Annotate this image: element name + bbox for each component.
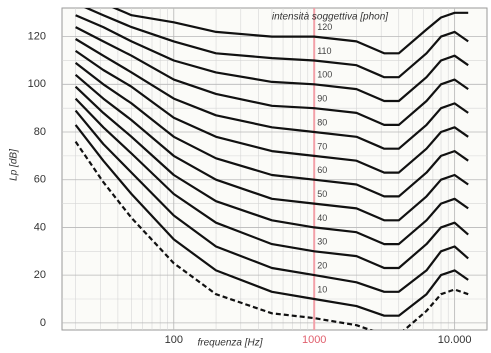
loudness-curve [74,62,469,198]
loudness-curve [74,124,469,317]
x-tick-label: 100 [165,334,183,346]
curve-label: 120 [317,22,332,32]
x-tick-label: 10.000 [438,334,472,346]
y-axis-label: Lp [dB] [9,149,20,181]
labels: 0 20 40 60 80 100 120 100 1000 10.000 10 20 30 40 50 60… [28,22,472,346]
curve-label: 10 [317,284,327,294]
curves [74,8,469,330]
curve-label: 20 [317,261,327,271]
curve-label: 110 [317,46,331,56]
y-tick-label: 100 [28,78,46,90]
y-tick-label: 40 [34,221,46,233]
loudness-curve [74,97,469,270]
curve-label: 80 [317,117,327,127]
curve-label: 50 [317,189,327,199]
grid [62,8,487,330]
loudness-curve [75,14,469,103]
y-tick-label: 0 [40,317,46,329]
y-tick-label: 20 [34,269,46,281]
y-tick-label: 60 [34,174,46,186]
loudness-curve [74,49,469,174]
x-tick-label: 1000 [302,334,326,346]
curve-label: 90 [317,94,327,104]
curve-label: 40 [317,213,327,223]
loudness-curve [74,109,469,293]
chart-title: intensità soggettiva [phon] [272,12,388,23]
x-axis-label: frequenza [Hz] [197,338,262,349]
loudness-curve [74,140,469,330]
loudness-curve [111,8,469,55]
y-tick-label: 120 [28,31,46,43]
loudness-curve [74,85,469,246]
loudness-curve [83,8,469,79]
curve-label: 70 [317,141,327,151]
y-tick-label: 80 [34,126,46,138]
loudness-curve [75,26,469,127]
loudness-curve [75,38,469,150]
curve-label: 100 [317,70,332,80]
curve-label: 30 [317,237,327,247]
loudness-curve [74,73,469,222]
curve-label: 60 [317,165,327,175]
